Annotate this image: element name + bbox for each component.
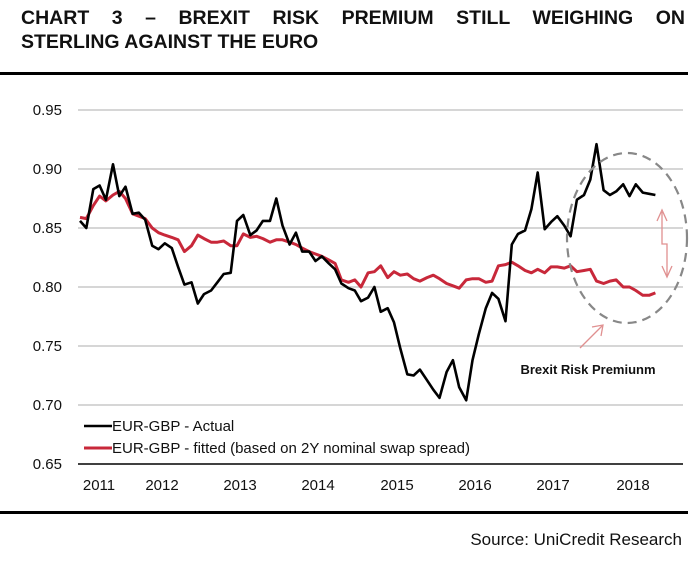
- annotation-pointer-line: [579, 325, 603, 349]
- chart-title-line-2: STERLING AGAINST THE EURO: [21, 31, 319, 53]
- y-tick-label: 0.90: [33, 161, 62, 178]
- x-tick-label: 2015: [380, 477, 413, 494]
- y-tick-label: 0.65: [33, 456, 62, 473]
- series-line-actual: [79, 142, 656, 402]
- legend-label-actual: EUR-GBP - Actual: [112, 418, 234, 435]
- y-tick-label: 0.80: [33, 279, 62, 296]
- x-tick-label: 2013: [223, 477, 256, 494]
- bottom-divider: [0, 511, 688, 514]
- x-tick-label: 2016: [458, 477, 491, 494]
- series-line-fitted: [79, 189, 656, 297]
- x-tick-label: 2014: [301, 477, 334, 494]
- annotation-label: Brexit Risk Premiunm: [520, 362, 655, 377]
- legend-label-fitted: EUR-GBP - fitted (based on 2Y nominal sw…: [112, 440, 470, 457]
- annotation-pointer-head: [591, 324, 604, 337]
- premium-gap-arrow-head-up: [656, 208, 668, 222]
- chart-title: CHART 3 – BREXIT RISK PREMIUM STILL WEIG…: [21, 6, 685, 54]
- premium-gap-arrow-shaft: [661, 212, 668, 276]
- x-tick-label: 2011: [83, 477, 115, 494]
- x-tick-label: 2012: [145, 477, 178, 494]
- x-tick-label: 2017: [536, 477, 569, 494]
- premium-gap-arrow-head-down: [661, 265, 673, 279]
- source-note: Source: UniCredit Research: [470, 530, 682, 549]
- y-tick-label: 0.85: [33, 220, 62, 237]
- top-divider: [0, 72, 688, 75]
- y-tick-label: 0.95: [33, 102, 62, 119]
- y-tick-label: 0.70: [33, 397, 62, 414]
- y-tick-label: 0.75: [33, 338, 62, 355]
- x-tick-label: 2018: [616, 477, 649, 494]
- chart-title-line-1: CHART 3 – BREXIT RISK PREMIUM STILL WEIG…: [21, 7, 685, 29]
- brexit-premium-ellipse: [565, 151, 689, 325]
